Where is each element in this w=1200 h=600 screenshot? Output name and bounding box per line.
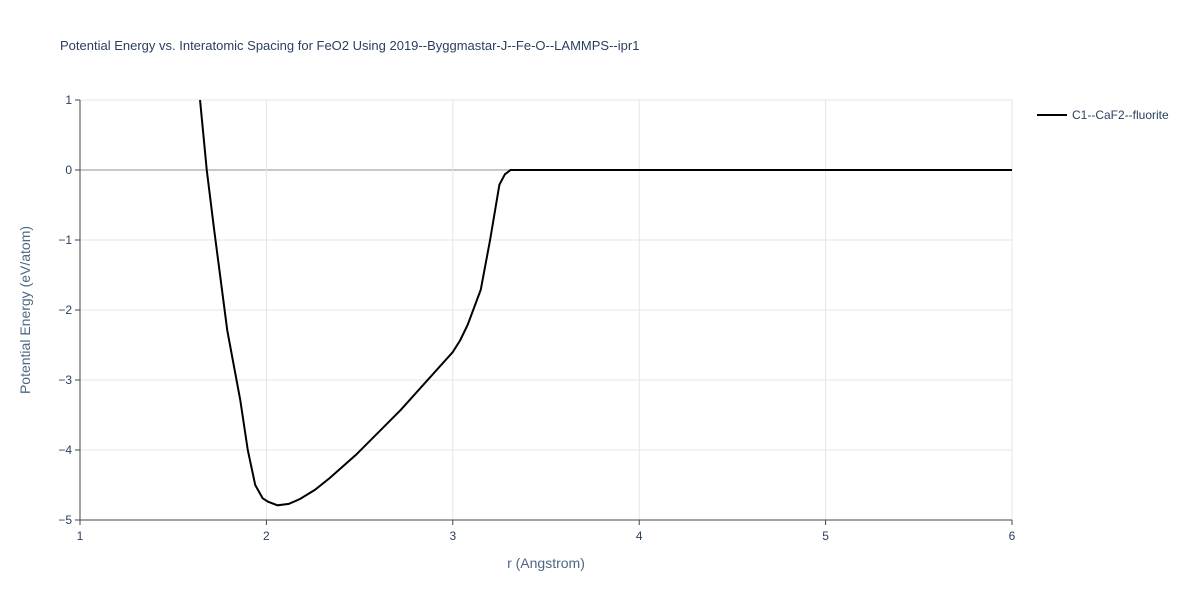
y-tick-label: −2 [58,303,72,317]
x-axis-title: r (Angstrom) [507,555,585,571]
line-series [199,99,1012,507]
y-tick-label: −1 [58,233,72,247]
x-tick-label: 6 [1009,529,1016,543]
y-tick-label: −3 [58,373,72,387]
x-tick-label: 2 [263,529,270,543]
y-tick-label: 1 [65,93,72,107]
x-tick-label: 5 [822,529,829,543]
chart-title: Potential Energy vs. Interatomic Spacing… [60,38,639,53]
x-tick-label: 1 [77,529,84,543]
y-tick-label: 0 [65,163,72,177]
x-tick-label: 3 [449,529,456,543]
y-axis-title: Potential Energy (eV/atom) [17,226,33,394]
y-tick-label: −4 [58,443,72,457]
x-tick-label: 4 [636,529,643,543]
y-tick-label: −5 [58,513,72,527]
legend-label: C1--CaF2--fluorite [1072,108,1169,122]
